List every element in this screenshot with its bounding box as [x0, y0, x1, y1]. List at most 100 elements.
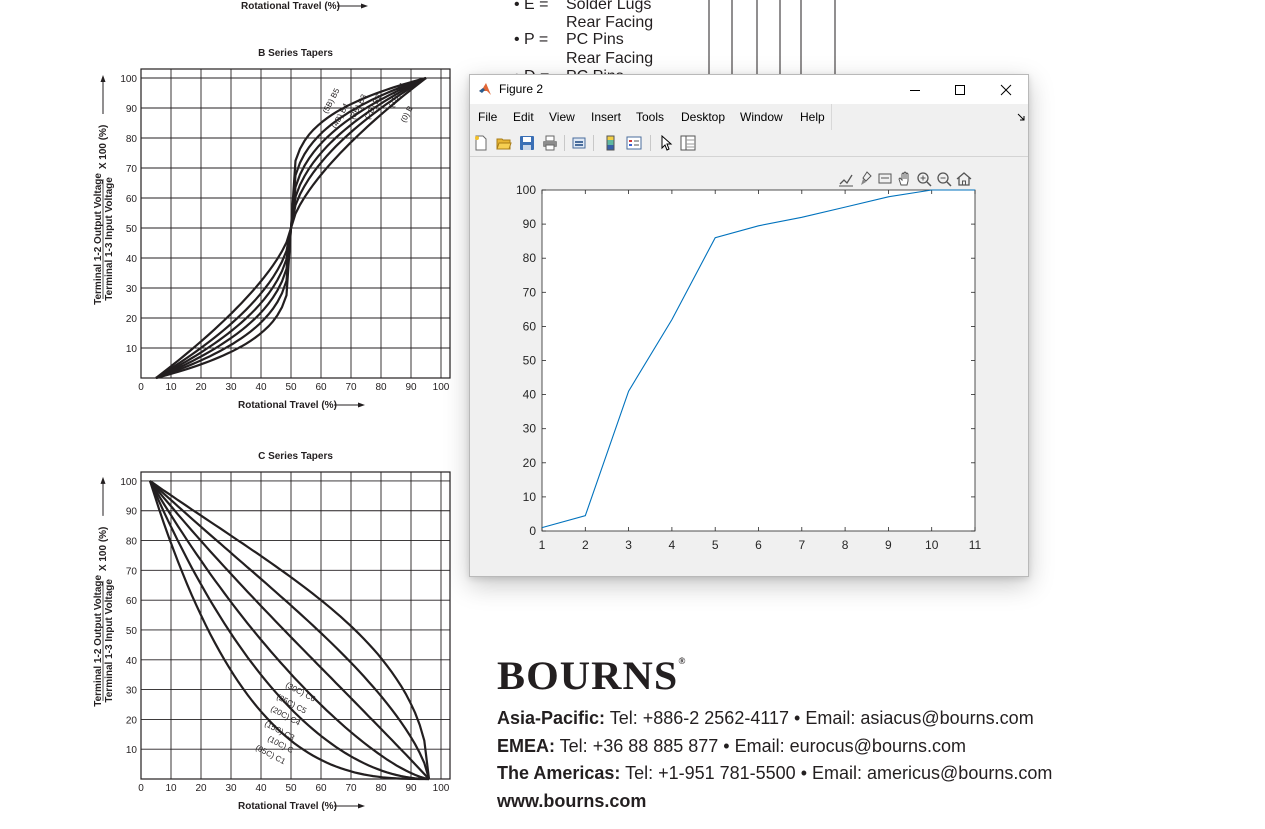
x-tick-label: 10 [925, 538, 939, 552]
contact-asia: Asia-Pacific: Tel: +886-2 2562-4117 • Em… [497, 708, 1034, 728]
x-tick-label: 11 [969, 538, 982, 552]
contact-emea: EMEA: Tel: +36 88 885 877 • Email: euroc… [497, 736, 966, 756]
option-key: • P = [514, 31, 549, 48]
x-tick-label: 0 [138, 382, 144, 393]
plot-area[interactable]: 1 2 3 4 5 6 7 8 9 10 11 0 10 20 30 40 50 60 70 80 90 100 [470, 75, 1028, 576]
chart-frame [140, 68, 451, 379]
brush-button[interactable] [857, 170, 875, 188]
edit-plot-button[interactable] [657, 134, 675, 152]
y-tick-label: 10 [126, 344, 138, 355]
x-tick-label: 20 [195, 382, 207, 393]
y-tick-label: 20 [126, 314, 138, 325]
website-link[interactable]: www.bourns.com [497, 791, 647, 811]
menu-window[interactable]: Window [740, 110, 783, 124]
option-row: Rear Facing [514, 50, 653, 68]
menu-help[interactable]: Help [800, 110, 825, 124]
x-tick-label: 4 [669, 538, 676, 552]
figure-toolbar [470, 130, 1028, 157]
x-tick-label: 70 [345, 783, 357, 794]
y-tick-label: 70 [523, 285, 537, 299]
new-figure-button[interactable] [472, 134, 490, 152]
c-taper-curve [148, 480, 430, 781]
x-tick-label: 80 [375, 382, 387, 393]
insert-legend-button[interactable] [625, 134, 643, 152]
chart-title: C Series Tapers [258, 451, 333, 462]
y-tick-label: 10 [523, 490, 537, 504]
toolbar-separator [593, 135, 594, 151]
insert-legend-icon [626, 136, 642, 150]
b-taper-curve [155, 77, 427, 379]
contact-americas: The Americas: Tel: +1-951 781-5500 • Ema… [497, 763, 1053, 783]
dock-arrow-icon[interactable] [1017, 113, 1025, 121]
brush-icon [861, 171, 872, 185]
y-tick-label: 60 [126, 194, 138, 205]
c-taper-curve [149, 480, 430, 780]
zoom-out-icon [937, 172, 952, 187]
y-tick-label: 20 [523, 456, 537, 470]
menu-edit[interactable]: Edit [513, 110, 534, 124]
y-tick-label: 70 [126, 164, 138, 175]
print-button[interactable] [541, 134, 559, 152]
y-tick-label: 40 [523, 388, 537, 402]
y-tick-label: 20 [126, 715, 138, 726]
x-tick-label: 10 [165, 382, 177, 393]
zoom-out-button[interactable] [935, 170, 953, 188]
x-tick-label: 70 [345, 382, 357, 393]
export-icon [839, 174, 853, 187]
data-tips-button[interactable] [876, 170, 894, 188]
property-inspector-button[interactable] [679, 134, 697, 152]
x-tick-label: 1 [539, 538, 546, 552]
insert-colorbar-icon [606, 135, 615, 151]
save-icon [520, 136, 534, 150]
y-tick-label: 100 [516, 183, 536, 197]
edit-plot-arrow-icon [661, 135, 673, 151]
maximize-button[interactable] [937, 75, 983, 104]
restore-view-button[interactable] [955, 170, 973, 188]
c-taper-curve [149, 480, 430, 781]
x-tick-label: 10 [165, 783, 177, 794]
option-key: • E = [514, 0, 549, 13]
y-axis-label-suffix: X 100 (%) [98, 527, 109, 571]
x-tick-label: 40 [255, 783, 267, 794]
figure-window[interactable]: Figure 2 File Edit View Insert Tools Des… [469, 74, 1029, 577]
x-tick-label: 90 [405, 783, 417, 794]
x-tick-label: 5 [712, 538, 719, 552]
x-tick-label: 7 [798, 538, 805, 552]
x-tick-label: 6 [755, 538, 762, 552]
y-tick-label: 100 [120, 477, 137, 488]
close-button[interactable] [983, 75, 1029, 104]
insert-colorbar-button[interactable] [602, 134, 620, 152]
export-button[interactable] [837, 170, 855, 188]
menu-file[interactable]: File [478, 110, 498, 124]
x-tick-label: 9 [885, 538, 892, 552]
minimize-button[interactable] [892, 75, 938, 104]
menu-desktop[interactable]: Desktop [681, 110, 726, 124]
y-tick-label: 40 [126, 656, 138, 667]
title-bar[interactable]: Figure 2 [470, 75, 1028, 104]
y-tick-label: 30 [523, 422, 537, 436]
menu-view[interactable]: View [549, 110, 575, 124]
open-file-button[interactable] [495, 134, 513, 152]
y-tick-label: 80 [523, 251, 537, 265]
zoom-in-button[interactable] [915, 170, 933, 188]
y-axis-label-top: Terminal 1-2 Output Voltage [93, 173, 104, 305]
x-axis-arrowhead [358, 803, 365, 809]
y-tick-label: 60 [126, 596, 138, 607]
x-tick-label: 100 [433, 382, 450, 393]
window-title: Figure 2 [499, 82, 544, 96]
save-button[interactable] [518, 134, 536, 152]
x-axis-label: Rotational Travel (%) [238, 400, 337, 411]
link-plot-button[interactable] [570, 134, 588, 152]
option-value: Rear Facing [566, 50, 654, 67]
option-value: PC Pins [566, 31, 624, 48]
pan-icon [898, 171, 909, 186]
top-chart-xlabel: Rotational Travel (%) [241, 1, 340, 12]
y-tick-label: 50 [126, 626, 138, 637]
pan-button[interactable] [895, 170, 913, 188]
y-tick-label: 60 [523, 319, 537, 333]
x-tick-label: 40 [255, 382, 267, 393]
c-taper-curve [149, 480, 431, 780]
menu-tools[interactable]: Tools [636, 110, 665, 124]
menu-insert[interactable]: Insert [591, 110, 622, 124]
